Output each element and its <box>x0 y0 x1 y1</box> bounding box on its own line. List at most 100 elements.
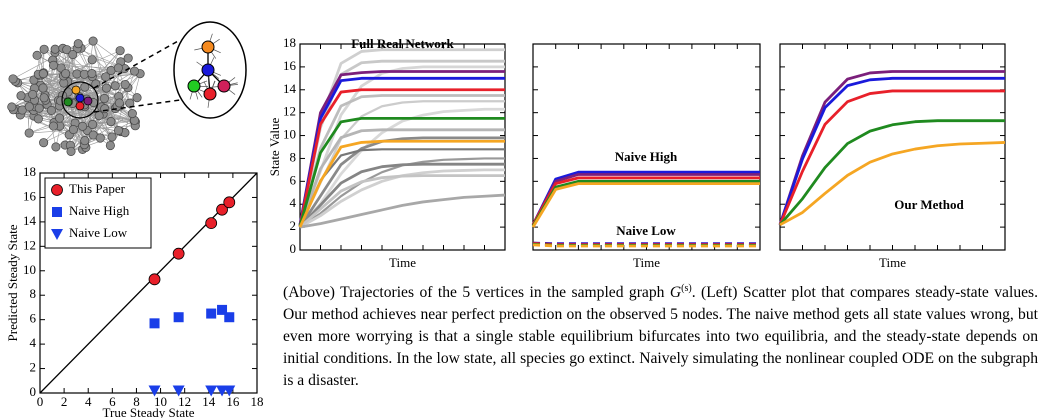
zoom-node <box>217 79 231 93</box>
x-tick-label: 6 <box>109 394 116 409</box>
x-tick-label: 14 <box>202 394 216 409</box>
node <box>68 50 78 60</box>
highlight-node <box>71 85 81 95</box>
trajectory <box>779 141 1006 227</box>
trajectory <box>298 148 505 228</box>
caption-text: (Above) Trajectories of the 5 vertices i… <box>283 284 670 302</box>
point <box>223 196 236 209</box>
trajectory <box>531 179 760 227</box>
node <box>107 132 117 142</box>
node <box>61 69 71 79</box>
node <box>24 128 34 138</box>
node <box>79 69 89 79</box>
y-tick-label: 2 <box>290 218 297 233</box>
highlight-node <box>63 97 73 107</box>
y-tick-label: 4 <box>290 195 297 210</box>
point <box>149 318 160 329</box>
node <box>105 140 115 151</box>
trajectory <box>299 193 506 229</box>
node <box>33 114 43 124</box>
x-tick-label: 18 <box>251 394 264 409</box>
legend-label: This Paper <box>69 181 126 196</box>
node <box>127 109 137 119</box>
node <box>68 125 78 135</box>
zoom-line <box>93 39 181 89</box>
node <box>101 83 111 93</box>
edge <box>52 59 112 71</box>
node <box>16 91 26 101</box>
x-tick-label: 12 <box>178 394 191 409</box>
trajectory <box>298 70 505 226</box>
node <box>51 142 61 152</box>
x-tick-label: 2 <box>61 394 68 409</box>
x-tick-label: 8 <box>133 394 140 409</box>
point <box>205 217 218 230</box>
annotation: Naive High <box>615 149 678 164</box>
y-tick-label: 8 <box>290 149 297 164</box>
trajectory <box>531 173 760 226</box>
caption: (Above) Trajectories of the 5 vertices i… <box>283 278 1038 392</box>
y-tick-label: 10 <box>23 262 36 277</box>
trajectory <box>298 139 505 228</box>
node <box>55 113 65 123</box>
point <box>172 247 185 260</box>
y-tick-label: 18 <box>283 35 296 50</box>
trajectory <box>778 76 1005 226</box>
point <box>173 312 184 323</box>
legend-label: Naive High <box>69 203 130 218</box>
y-tick-label: 14 <box>23 213 37 228</box>
legend-label: Naive Low <box>69 225 128 240</box>
caption-text: . (Left) Scatter plot that compares stea… <box>283 284 1038 390</box>
node <box>39 44 49 54</box>
node <box>7 102 17 112</box>
edge <box>53 54 74 127</box>
node <box>78 121 88 131</box>
point <box>217 304 228 315</box>
zoom-node <box>187 79 201 93</box>
y-tick-label: 12 <box>23 237 36 252</box>
y-axis-label: Predicted Steady State <box>5 224 20 341</box>
y-tick-label: 2 <box>30 360 37 375</box>
annotation: Naive Low <box>616 223 676 238</box>
node <box>48 121 59 131</box>
trajectory <box>778 89 1005 226</box>
caption-sup: (s) <box>681 283 692 294</box>
node <box>39 93 49 103</box>
annotation: Our Method <box>894 197 964 212</box>
point <box>216 203 228 216</box>
point <box>206 308 217 319</box>
x-axis-label: True Steady State <box>103 405 195 418</box>
node <box>8 74 18 84</box>
node <box>132 93 142 103</box>
point <box>205 385 218 397</box>
trajectory <box>298 162 505 229</box>
node <box>95 133 105 143</box>
node <box>50 44 60 54</box>
y-axis-label: State Value <box>267 117 282 176</box>
node <box>123 53 133 63</box>
trajectory <box>778 119 1005 226</box>
y-tick-label: 0 <box>290 241 297 256</box>
plot-frame <box>532 43 761 251</box>
network-illustration <box>7 21 247 156</box>
point <box>224 312 235 323</box>
node <box>34 103 44 113</box>
node <box>99 93 109 104</box>
legend-marker <box>51 229 63 240</box>
trajectory <box>298 94 505 228</box>
trajectory <box>298 136 505 228</box>
node <box>28 89 38 100</box>
node <box>110 81 120 91</box>
point <box>223 385 236 397</box>
legend-marker <box>52 207 62 217</box>
node <box>87 69 97 79</box>
trajectory <box>531 170 760 226</box>
edge <box>84 106 118 145</box>
node <box>39 138 49 148</box>
trajectory <box>299 174 505 229</box>
node <box>87 55 97 65</box>
trajectory <box>298 48 505 228</box>
y-tick-label: 8 <box>30 286 37 301</box>
